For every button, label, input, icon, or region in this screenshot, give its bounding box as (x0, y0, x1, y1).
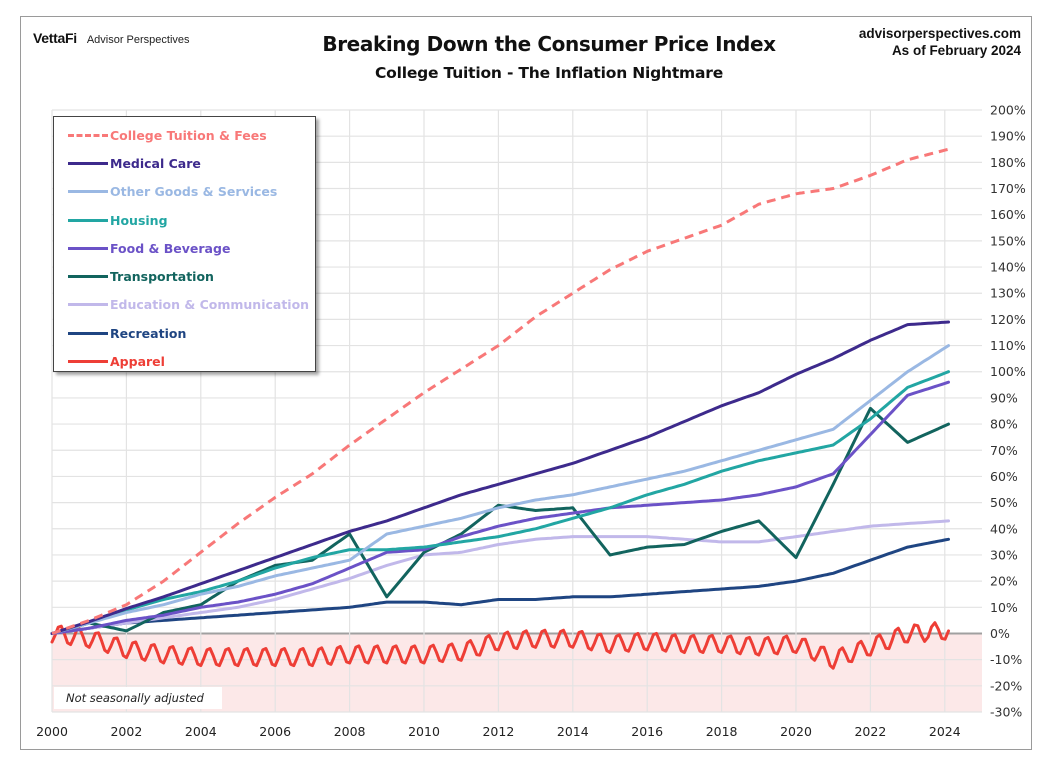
as-of-date: As of February 2024 (891, 43, 1021, 58)
legend-item: College Tuition & Fees (54, 121, 315, 149)
y-tick-label: 40% (990, 521, 1018, 536)
x-tick-label: 2010 (408, 724, 440, 739)
y-tick-label: 170% (990, 181, 1026, 196)
legend-swatch (68, 133, 108, 137)
y-tick-label: 130% (990, 286, 1026, 301)
y-tick-label: 20% (990, 574, 1018, 589)
legend-label: Transportation (110, 269, 214, 285)
x-tick-label: 2024 (929, 724, 961, 739)
x-tick-label: 2006 (259, 724, 291, 739)
series-line-recreation (50, 537, 950, 635)
legend-item: Medical Care (54, 149, 315, 177)
legend-label: Apparel (110, 354, 165, 370)
legend-label: Education & Communication (110, 297, 310, 313)
y-tick-label: -20% (990, 678, 1022, 693)
legend-label: Food & Beverage (110, 240, 231, 256)
y-tick-label: 100% (990, 364, 1026, 379)
chart-title: Breaking Down the Consumer Price Index (322, 32, 776, 56)
legend-item: Food & Beverage (54, 234, 315, 262)
legend-swatch (68, 303, 108, 307)
x-tick-label: 2020 (780, 724, 812, 739)
x-tick-label: 2000 (36, 724, 68, 739)
y-tick-label: 80% (990, 417, 1018, 432)
legend-swatch (68, 331, 108, 335)
y-tick-label: 160% (990, 207, 1026, 222)
y-tick-label: 120% (990, 312, 1026, 327)
y-tick-label: -10% (990, 652, 1022, 667)
legend-swatch (68, 218, 108, 222)
legend-swatch (68, 275, 108, 279)
x-tick-label: 2014 (557, 724, 589, 739)
brand-name: Advisor Perspectives (86, 34, 190, 46)
y-tick-label: 110% (990, 338, 1026, 353)
source-site: advisorperspectives.com (858, 26, 1021, 41)
y-tick-label: 190% (990, 129, 1026, 144)
x-tick-label: 2022 (854, 724, 886, 739)
legend-item: Other Goods & Services (54, 178, 315, 206)
y-tick-label: 0% (990, 626, 1010, 641)
y-tick-label: 60% (990, 469, 1018, 484)
legend-label: Other Goods & Services (110, 184, 278, 200)
legend-swatch (68, 246, 108, 250)
x-tick-label: 2008 (334, 724, 366, 739)
legend-label: Medical Care (110, 155, 201, 171)
y-tick-label: 70% (990, 443, 1018, 458)
legend: College Tuition & Fees Medical Care Other … (53, 116, 316, 372)
chart-subtitle: College Tuition - The Inflation Nightmar… (374, 64, 724, 82)
legend-item: Education & Communication (54, 291, 315, 319)
legend-label: College Tuition & Fees (110, 127, 267, 143)
y-tick-label: 140% (990, 260, 1026, 275)
legend-item: Transportation (54, 262, 315, 290)
legend-label: Housing (110, 212, 168, 228)
series-line-apparel (50, 621, 950, 670)
y-tick-label: 200% (990, 103, 1026, 118)
seasonal-note: Not seasonally adjusted (54, 687, 222, 709)
legend-item: Apparel (54, 347, 315, 375)
y-tick-label: 180% (990, 155, 1026, 170)
source-block: advisorperspectives.com As of February 2… (859, 25, 1021, 59)
y-tick-label: 30% (990, 547, 1018, 562)
legend-swatch (68, 360, 108, 364)
y-tick-label: 150% (990, 233, 1026, 248)
x-tick-label: 2002 (110, 724, 142, 739)
x-tick-label: 2016 (631, 724, 663, 739)
x-tick-label: 2004 (185, 724, 217, 739)
legend-label: Recreation (110, 325, 187, 341)
legend-swatch (68, 190, 108, 194)
x-tick-label: 2012 (482, 724, 514, 739)
y-tick-label: -30% (990, 705, 1022, 720)
y-tick-label: 50% (990, 495, 1018, 510)
legend-item: Housing (54, 206, 315, 234)
y-tick-label: 10% (990, 600, 1018, 615)
x-tick-label: 2018 (706, 724, 738, 739)
brand: VettaFi Advisor Perspectives (33, 30, 190, 46)
legend-swatch (68, 161, 108, 165)
legend-item: Recreation (54, 319, 315, 347)
vettafi-logo: VettaFi (33, 30, 77, 46)
y-tick-label: 90% (990, 390, 1018, 405)
